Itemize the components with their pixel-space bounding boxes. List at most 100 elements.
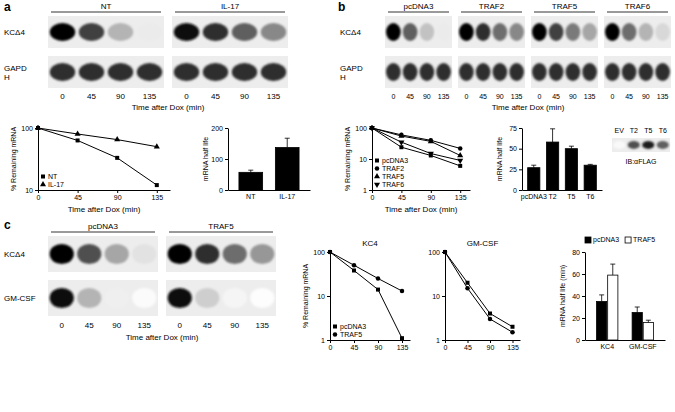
plot-marks (328, 250, 405, 340)
tick: 90 (375, 340, 383, 351)
marker (328, 250, 332, 254)
tick-label: 20 (572, 315, 580, 322)
tick: 1 (321, 337, 330, 344)
axis-line (229, 190, 311, 191)
band (137, 23, 163, 41)
tick-label: KC4 (600, 343, 614, 350)
y-axis-title: mRNA half life (202, 137, 209, 181)
band (655, 63, 670, 81)
tick-label: 10 (25, 187, 33, 194)
time-label: 135 (511, 93, 523, 100)
tick: 45 (351, 340, 359, 351)
marker (369, 126, 375, 131)
x-axis: 04590135 (37, 190, 171, 201)
band (642, 141, 654, 149)
lane-label: EV (615, 127, 625, 134)
axis-line (523, 190, 603, 191)
tick-label: 135 (397, 344, 409, 351)
marker (399, 133, 404, 138)
tick: 75 (509, 125, 522, 132)
band (174, 63, 200, 81)
band (232, 23, 258, 41)
series-line (330, 252, 402, 291)
marker (400, 289, 405, 294)
tick: 60 (572, 271, 585, 278)
tick: 200 (211, 125, 228, 132)
tick: 0 (219, 187, 228, 194)
tick-mark (519, 169, 522, 170)
tick-label: 0 (576, 337, 580, 344)
time-label: 90 (230, 321, 239, 330)
tick-mark (519, 190, 522, 191)
band (628, 141, 640, 149)
tick: T5 (567, 190, 575, 200)
bar-chart: 0100200NTIL-17mRNA half life (202, 125, 311, 200)
error-bar (248, 170, 253, 172)
group-bracket (607, 12, 668, 13)
band (168, 244, 192, 264)
tick: 1 (363, 187, 372, 194)
band (261, 23, 287, 41)
tick: 90 (427, 190, 435, 201)
tick-mark (442, 340, 445, 341)
band (174, 23, 200, 41)
marker (398, 133, 404, 138)
legend-label: TRAF5 (633, 236, 655, 243)
marker (35, 125, 41, 130)
y-axis-title: % Remaining mRNA (302, 264, 310, 329)
band (532, 23, 547, 41)
band (223, 288, 247, 308)
tick-mark (519, 149, 522, 150)
time-label: 90 (496, 93, 504, 100)
band (79, 63, 105, 81)
time-label: 45 (211, 92, 220, 101)
marker (510, 330, 515, 335)
legend: pcDNA3TRAF2TRAF5TRAF6 (374, 157, 408, 188)
tick-mark (330, 340, 331, 343)
tick-label: 0 (329, 344, 333, 351)
band (476, 63, 491, 81)
western-blot: EVT2T5T6IB:αFLAG (612, 127, 670, 165)
band (509, 23, 524, 41)
band (232, 63, 258, 81)
legend-label: pcDNA3 (593, 236, 619, 244)
band (168, 288, 192, 308)
plot-marks (443, 250, 515, 335)
legend-marker (333, 332, 338, 337)
band (195, 288, 219, 308)
tick-mark (402, 340, 403, 343)
tick-label: 0 (219, 187, 223, 194)
time-label: 45 (87, 92, 96, 101)
legend: pcDNA3TRAF5 (333, 323, 366, 338)
legend-label: TRAF5 (340, 331, 362, 338)
gel-background (48, 56, 164, 88)
group-bracket (51, 12, 161, 13)
tick: 1 (436, 337, 445, 344)
gel-background (385, 56, 452, 88)
tick-mark (490, 340, 491, 343)
gel-background (612, 138, 670, 152)
tick-mark (445, 340, 446, 343)
x-axis-title: Time after Dox (min) (385, 205, 458, 214)
legend-label: IL-17 (48, 181, 64, 188)
band (566, 63, 581, 81)
tick-label: 1 (321, 337, 325, 344)
band (105, 244, 129, 264)
gel-background (48, 236, 158, 272)
tick-mark (157, 190, 158, 193)
time-label: 135 (438, 93, 450, 100)
y-axis-title: % Remaining mRNA (344, 127, 352, 192)
tick-mark (582, 274, 585, 275)
legend-label: TRAF6 (382, 181, 404, 188)
error-bar (635, 307, 640, 313)
marker (328, 250, 333, 255)
tick: T2 (549, 190, 557, 200)
gel-background (172, 56, 288, 88)
tick-label: 75 (509, 125, 517, 132)
x-axis: 0 45 90 135 (329, 340, 411, 351)
tick: 0 (37, 190, 41, 201)
tick: 0 (329, 340, 333, 351)
marker (376, 288, 380, 292)
gel-background (166, 280, 276, 316)
tick: 45 (74, 190, 82, 201)
